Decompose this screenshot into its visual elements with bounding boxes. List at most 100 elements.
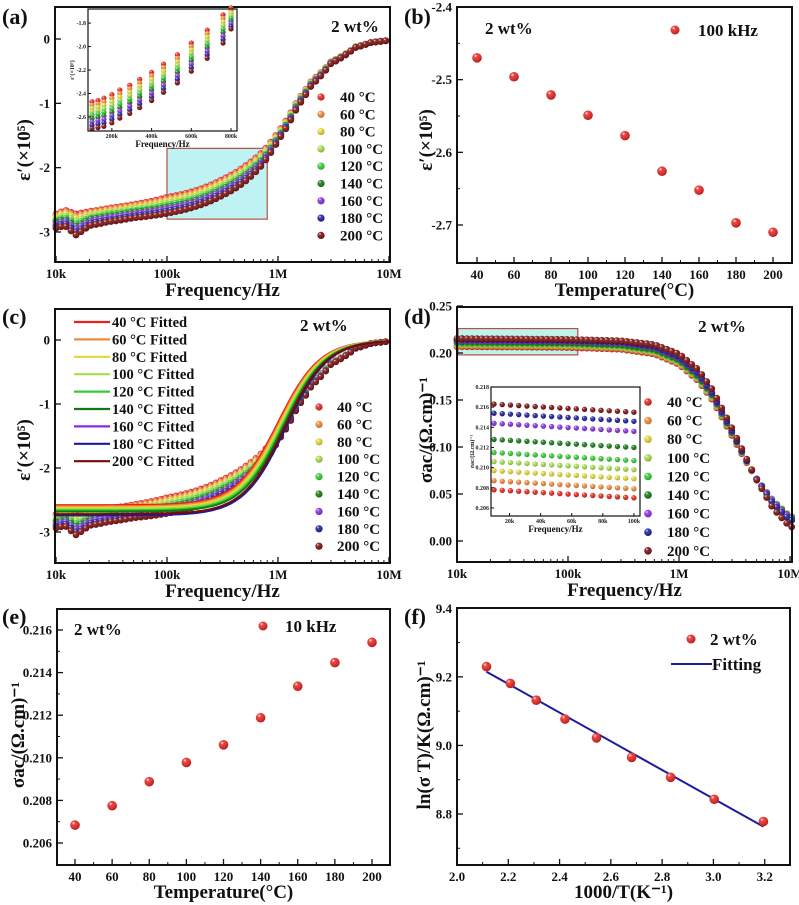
legend-marker	[317, 93, 325, 101]
inset-data-point	[220, 40, 226, 46]
legend-marker-shine	[315, 490, 323, 498]
legend-marker	[315, 525, 323, 533]
y-axis-title: ε′(×10⁵)	[14, 119, 35, 181]
legend-marker-shine	[670, 25, 680, 35]
inset-data-point	[95, 124, 101, 131]
panel-label-a: (a)	[2, 4, 28, 29]
legend-marker-shine	[315, 507, 323, 515]
inset-data-point-shine	[127, 110, 133, 117]
panel-label-f: (f)	[404, 604, 426, 629]
y-tick-label: -1	[39, 96, 50, 111]
legend-label: 180 °C	[337, 522, 380, 538]
legend-label: 200 °C	[337, 539, 380, 555]
y-tick-label: 0	[44, 333, 51, 348]
x-tick-label: 10M	[376, 266, 401, 281]
x-tick-label: 100k	[154, 266, 182, 281]
data-point-shine	[62, 523, 70, 530]
legend-marker	[315, 490, 323, 498]
legend-marker	[315, 473, 323, 481]
legend-marker-shine	[315, 420, 323, 428]
x-tick-label: 10M	[376, 567, 401, 582]
legend-marker-shine	[317, 214, 325, 222]
inset-y-axis-title: ε′(×10⁵)	[69, 60, 76, 79]
data-point	[583, 110, 593, 121]
y-tick-label: -2.5	[431, 72, 452, 87]
y-tick-label: -2	[39, 160, 50, 175]
data-point	[247, 173, 255, 180]
x-tick-label: 180	[726, 267, 746, 282]
data-point	[297, 98, 305, 106]
y-tick-label: -3	[39, 525, 50, 540]
legend-fitted-label: 180 °C Fitted	[112, 437, 194, 453]
data-point	[277, 133, 285, 141]
data-point-shine	[657, 166, 667, 177]
inset-data-point	[137, 104, 143, 111]
inset-data-point-shine	[160, 89, 167, 95]
legend-marker-shine	[317, 128, 325, 136]
panel-label-c: (c)	[2, 304, 26, 329]
data-point	[282, 125, 290, 133]
inset-data-point-shine	[174, 80, 180, 86]
legend-label: 100 kHz	[698, 21, 758, 40]
data-point	[657, 166, 667, 177]
sample-annotation: 2 wt%	[485, 19, 533, 38]
inset-data-point	[160, 89, 167, 95]
legend-label: 160 °C	[340, 194, 383, 210]
inset-y-tick-label: -2.4	[77, 91, 87, 97]
legend-marker-shine	[315, 473, 323, 481]
legend-label: 60 °C	[337, 417, 373, 433]
inset-data-point-shine	[148, 97, 155, 104]
legend-label: 40 °C	[337, 400, 373, 416]
data-point-shine	[302, 91, 310, 99]
y-axis-title: ε′(×10⁵)	[416, 109, 437, 171]
data-point-shine	[307, 83, 315, 90]
legend-marker	[317, 214, 325, 222]
x-tick-label: 1M	[269, 266, 288, 281]
data-point-shine	[472, 53, 482, 63]
legend-label: 40 °C	[340, 90, 376, 106]
data-point	[317, 72, 325, 80]
data-point	[292, 106, 300, 114]
data-point	[267, 149, 275, 156]
inset-data-point	[109, 120, 115, 126]
data-point	[322, 66, 330, 74]
legend-marker	[315, 420, 323, 428]
inset-data-point	[228, 26, 234, 32]
legend-fitted-label: 80 °C Fitted	[112, 350, 187, 366]
data-point	[620, 130, 630, 141]
legend-fitted-label: 40 °C Fitted	[112, 315, 187, 331]
inset-data-point-shine	[109, 120, 115, 126]
legend-fitted-label: 120 °C Fitted	[112, 385, 194, 401]
data-point-shine	[292, 106, 300, 114]
legend-marker-shine	[317, 110, 325, 118]
data-point	[694, 185, 704, 195]
inset-x-axis-title: Frequency/Hz	[135, 139, 189, 149]
data-point-shine	[282, 125, 290, 133]
legend-fitted-label: 160 °C Fitted	[112, 419, 194, 435]
legend-label: 80 °C	[337, 435, 373, 451]
x-tick-label: 1M	[269, 567, 288, 582]
x-tick-label: 100k	[154, 567, 182, 582]
data-point	[257, 162, 265, 170]
legend-marker	[315, 455, 323, 463]
inset-y-tick-label: -2.6	[77, 115, 87, 121]
panel-c-chart: 10k 100k 1M 10M0-1-2-3Frequency/Hzε′(×10⁵)2…	[14, 308, 402, 602]
legend-label: 120 °C	[337, 470, 380, 486]
panel-label-b: (b)	[404, 4, 431, 29]
inset-data-point	[127, 110, 133, 117]
legend-label: 100 °C	[337, 452, 380, 468]
data-point-shine	[312, 378, 320, 386]
inset-data-point-shine	[117, 115, 123, 121]
sample-annotation: 2 wt%	[300, 316, 348, 335]
data-point	[322, 367, 330, 375]
data-point	[262, 156, 270, 164]
data-point	[472, 53, 482, 63]
data-point	[287, 116, 295, 124]
data-point-shine	[272, 141, 280, 148]
inset-y-tick-label: -2.0	[77, 45, 87, 51]
data-point	[272, 141, 280, 148]
inset-data-point	[188, 68, 194, 74]
legend-marker-shine	[315, 455, 323, 463]
inset-data-point-shine	[101, 123, 107, 129]
